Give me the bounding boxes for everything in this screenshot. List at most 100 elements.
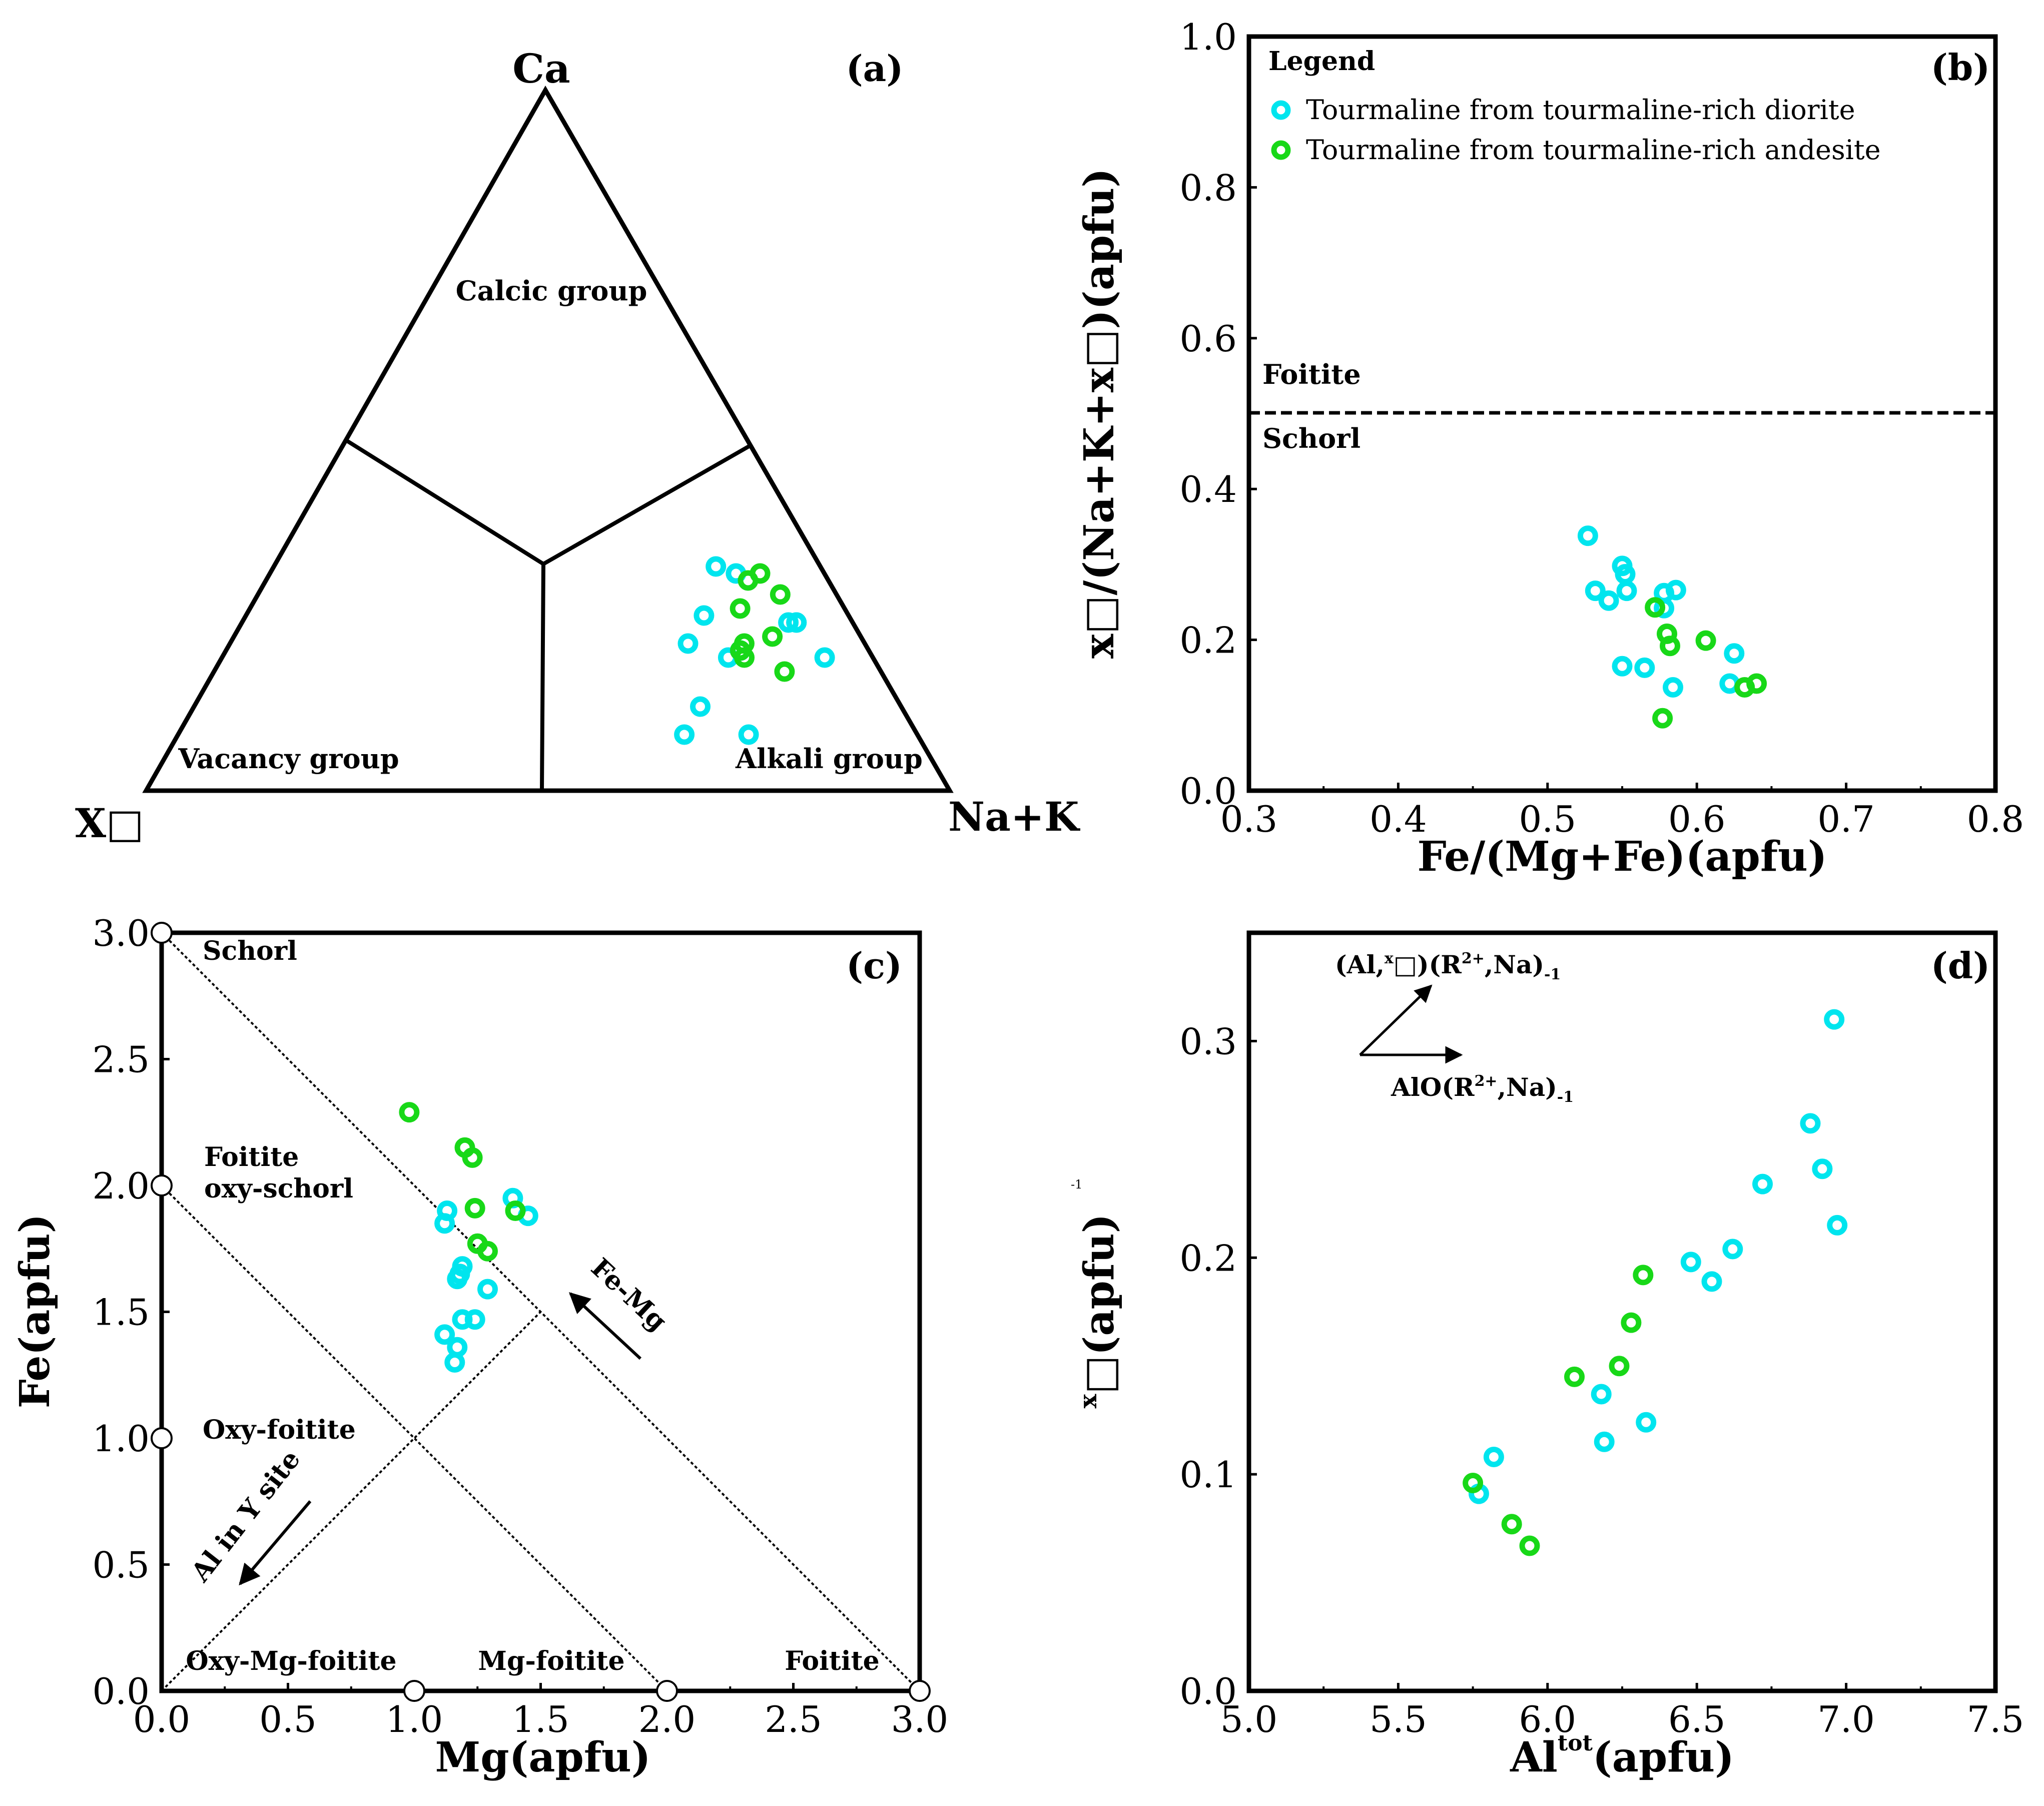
ternary-data-points: [674, 556, 835, 745]
data-point-c-diorite: [434, 1324, 455, 1345]
y-tick-label-b: 0.2: [1179, 620, 1237, 662]
ternary-point-diorite: [690, 696, 711, 717]
vector-label-al-vacancy: (Al,x□)(R2+,Na)-1: [1335, 950, 1561, 983]
axis-ticks-b: 0.3 0.4 0.5 0.6 0.7 0.8 0.0 0.2 0.4 0.6 0.8 1.0: [1179, 16, 2024, 840]
y-tick-label-b: 0.4: [1179, 468, 1237, 510]
field-label-vacancy: Vacancy group: [178, 743, 399, 775]
data-point-b-diorite: [1663, 677, 1683, 698]
x-tick-label-c: 1.5: [512, 1698, 569, 1740]
reference-lines-c: [161, 932, 921, 1692]
field-label-oxy-schorl: oxy-schorl: [204, 1173, 353, 1204]
x-tick-label-b: 0.7: [1817, 798, 1875, 840]
data-point-c-andesite: [399, 1102, 420, 1123]
y-tick-label-b: 0.8: [1179, 167, 1237, 209]
axis-ticks-c: 0.0 0.5 1.0 1.5 2.0 2.5 3.0 0.0 0.5 1.0 1.5 2.0 2.5 3…: [92, 912, 948, 1740]
x-tick-label-c: 0.5: [259, 1698, 317, 1740]
x-tick-label-d: 7.0: [1817, 1698, 1875, 1740]
field-label-calcic: Calcic group: [456, 275, 647, 307]
ternary-point-diorite: [786, 612, 807, 633]
data-point-d-andesite: [1633, 1265, 1654, 1286]
data-points-b: [1577, 525, 1767, 729]
field-label-oxy-foitite: Oxy-foitite: [203, 1415, 356, 1445]
field-label-foitite-b: Foitite: [1262, 358, 1361, 390]
x-tick-label-d: 5.5: [1370, 1698, 1427, 1740]
field-label-mg-foitite: Mg-foitite: [478, 1646, 624, 1676]
x-tick-label-c: 2.5: [765, 1698, 822, 1740]
y-tick-label-d: 0.2: [1179, 1237, 1237, 1279]
data-point-b-andesite: [1645, 597, 1666, 618]
data-point-b-andesite: [1660, 636, 1680, 657]
panel-d-scatter: 5.0 5.5 6.0 6.5 7.0 7.5 0.0 0.1 0.2 0.3 (Al,x□)(R…: [1071, 930, 2024, 1781]
panel-a-ternary: Ca X□ Na+K (a) Calcic group Vacancy grou…: [75, 45, 1080, 847]
x-axis-title-b: Fe/(Mg+Fe)(apfu): [1417, 833, 1827, 881]
data-point-d-diorite: [1680, 1252, 1701, 1273]
end-member-marker: [403, 1680, 425, 1702]
data-point-d-diorite: [1824, 1009, 1845, 1030]
y-axis-title-d: x□(apfu): [1074, 1214, 1123, 1408]
end-member-marker: [151, 1174, 173, 1196]
y-tick-label-c: 1.5: [92, 1292, 150, 1334]
al-in-y-vector-arrow: [239, 1500, 312, 1586]
panel-label-a: (a): [846, 47, 904, 90]
data-point-d-diorite: [1483, 1447, 1504, 1467]
ternary-point-diorite: [738, 724, 759, 745]
ternary-point-diorite: [674, 724, 695, 745]
legend-label-diorite: Tourmaline from tourmaline-rich diorite: [1306, 94, 1855, 126]
field-label-foitite-c: Foitite: [204, 1142, 299, 1172]
y-tick-label-c: 2.0: [92, 1165, 150, 1207]
ternary-point-andesite: [762, 626, 783, 647]
data-point-b-diorite: [1724, 643, 1745, 664]
x-tick-label-d: 7.5: [1967, 1698, 2024, 1740]
apex-label-ca: Ca: [512, 45, 570, 92]
y-tick-label-c: 1.0: [92, 1418, 150, 1460]
y-axis-title-b: x□/(Na+K+x□)(apfu): [1075, 168, 1123, 659]
data-point-b-diorite: [1654, 582, 1675, 604]
apex-label-na-k: Na+K: [948, 793, 1080, 840]
x-tick-label-d: 6.0: [1519, 1698, 1577, 1740]
legend-marker-andesite: [1271, 140, 1291, 160]
axis-ticks-d: 5.0 5.5 6.0 6.5 7.0 7.5 0.0 0.1 0.2 0.3: [1179, 1020, 2024, 1740]
data-point-c-diorite: [477, 1279, 498, 1300]
x-tick-label-c: 0.0: [133, 1698, 191, 1740]
y-tick-label-c: 3.0: [92, 912, 150, 954]
x-axis-title-c: Mg(apfu): [435, 1733, 650, 1781]
x-tick-label-c: 1.0: [386, 1698, 443, 1740]
end-member-marker: [909, 1680, 931, 1702]
data-point-d-diorite: [1722, 1239, 1743, 1260]
field-label-schorl-c: Schorl: [203, 936, 297, 966]
data-point-d-diorite: [1827, 1215, 1848, 1236]
y-tick-label-c: 0.5: [92, 1544, 150, 1586]
fe-mg-vector-arrow: [568, 1292, 642, 1360]
end-member-marker: [656, 1680, 678, 1702]
x-tick-label-b: 0.3: [1220, 798, 1278, 840]
ternary-point-diorite: [814, 647, 835, 668]
y-tick-label-c: 2.5: [92, 1039, 150, 1081]
data-point-d-diorite: [1800, 1113, 1821, 1134]
data-point-b-andesite: [1746, 673, 1767, 694]
panel-c-scatter: 0.0 0.5 1.0 1.5 2.0 2.5 3.0 0.0 0.5 1.0 1.5 2.0 2.5 3…: [11, 912, 948, 1781]
data-point-b-andesite: [1652, 708, 1673, 729]
data-point-c-diorite: [434, 1213, 455, 1234]
data-point-b-diorite: [1634, 657, 1655, 678]
data-point-d-andesite: [1621, 1312, 1642, 1333]
ternary-point-diorite: [706, 556, 727, 577]
x-tick-label-c: 2.0: [638, 1698, 696, 1740]
legend-label-andesite: Tourmaline from tourmaline-rich andesite: [1306, 134, 1881, 166]
reference-line: [161, 1184, 668, 1692]
data-point-b-diorite: [1612, 656, 1633, 677]
ternary-point-diorite: [677, 633, 699, 654]
data-point-b-diorite: [1577, 525, 1598, 546]
data-point-c-diorite: [444, 1352, 465, 1373]
ternary-point-andesite: [730, 598, 751, 619]
data-point-d-diorite: [1636, 1412, 1657, 1433]
x-tick-label-c: 3.0: [891, 1698, 949, 1740]
panel-label-d: (d): [1931, 944, 1990, 987]
data-point-d-andesite: [1564, 1366, 1585, 1387]
legend-title: Legend: [1268, 46, 1375, 77]
ternary-point-diorite: [694, 605, 715, 626]
ternary-point-andesite: [738, 570, 759, 591]
y-tick-label-b: 0.0: [1179, 770, 1237, 812]
panel-b-scatter: 0.3 0.4 0.5 0.6 0.7 0.8 0.0 0.2 0.4 0.6 0.8 1.0 Sch…: [1075, 16, 2024, 881]
y-tick-label-d: 0.1: [1179, 1454, 1237, 1496]
